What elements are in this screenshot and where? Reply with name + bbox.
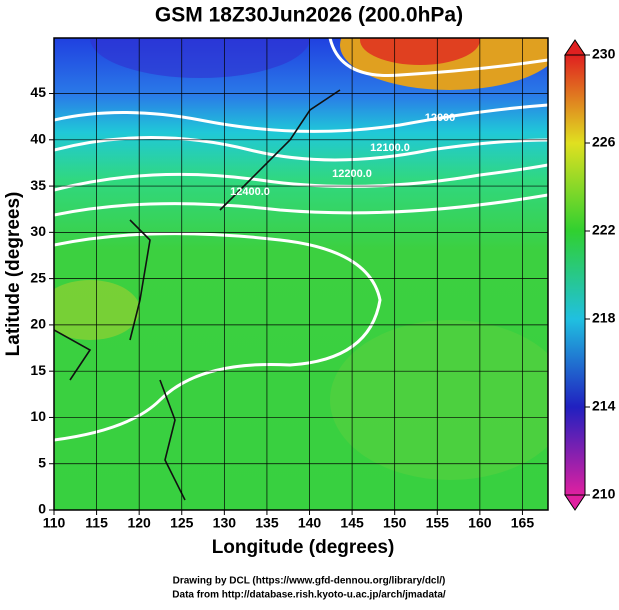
x-tick-label: 155 bbox=[426, 515, 450, 531]
x-tick-label: 120 bbox=[127, 515, 151, 531]
colorbar-tick-label: 226 bbox=[592, 134, 616, 150]
colorbar-arrow bbox=[564, 494, 586, 511]
colorbar-tick-label: 222 bbox=[592, 222, 616, 238]
contour-label: 12200.0 bbox=[332, 168, 372, 180]
x-tick-label: 140 bbox=[298, 515, 322, 531]
x-tick-label: 125 bbox=[170, 515, 194, 531]
title: GSM 18Z30Jun2026 (200.0hPa) bbox=[155, 4, 463, 27]
x-tick-label: 110 bbox=[43, 515, 66, 531]
y-tick-label: 10 bbox=[30, 408, 46, 424]
y-tick-label: 20 bbox=[30, 316, 46, 332]
x-tick-label: 115 bbox=[85, 515, 108, 531]
x-tick-label: 165 bbox=[511, 515, 535, 531]
contour-label: 12000 bbox=[425, 112, 456, 124]
credit: Data from http://database.rish.kyoto-u.a… bbox=[172, 590, 446, 601]
y-axis-label: Latitude (degrees) bbox=[3, 192, 24, 357]
x-axis-label: Longitude (degrees) bbox=[212, 537, 395, 558]
y-tick-label: 35 bbox=[30, 177, 46, 193]
x-tick-label: 135 bbox=[255, 515, 279, 531]
credit: Drawing by DCL (https://www.gfd-dennou.o… bbox=[173, 576, 446, 587]
colorbar-tick-label: 230 bbox=[592, 46, 616, 62]
colorbar-tick-label: 210 bbox=[592, 486, 616, 502]
y-tick-label: 0 bbox=[38, 501, 46, 517]
y-tick-label: 30 bbox=[30, 223, 46, 239]
plot-frame bbox=[53, 37, 549, 511]
x-tick-label: 150 bbox=[383, 515, 407, 531]
colorbar-tick-label: 218 bbox=[592, 310, 616, 326]
field bbox=[54, 38, 548, 510]
x-tick-label: 130 bbox=[213, 515, 237, 531]
contour-label: 12100.0 bbox=[370, 142, 410, 154]
y-tick-label: 5 bbox=[38, 454, 46, 470]
x-tick-label: 145 bbox=[340, 515, 364, 531]
y-tick-label: 40 bbox=[30, 131, 46, 147]
colorbar-tick-label: 214 bbox=[592, 398, 616, 414]
x-tick-label: 160 bbox=[468, 515, 492, 531]
contour-label: 12400.0 bbox=[230, 186, 270, 198]
y-tick-label: 15 bbox=[30, 362, 46, 378]
y-tick-label: 25 bbox=[30, 269, 46, 285]
y-tick-label: 45 bbox=[30, 84, 46, 100]
colorbar bbox=[564, 54, 586, 496]
colorbar-arrow bbox=[564, 39, 586, 56]
